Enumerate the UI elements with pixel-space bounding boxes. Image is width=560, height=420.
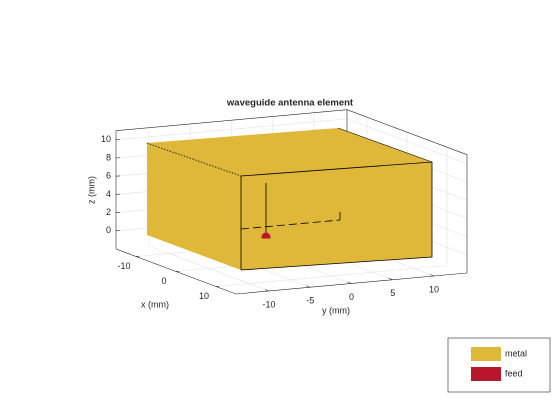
x-tick-label: -10: [117, 261, 130, 271]
z-tick-label: 2: [106, 207, 111, 217]
axes-front: 0 2 4 6 8 10 -10 0 10 -10 -5 0 5 10: [101, 134, 468, 309]
tick-mark: [306, 285, 311, 288]
z-axis-label: z (mm): [86, 176, 96, 204]
legend-label: feed: [505, 368, 523, 378]
x-tick-label: 0: [161, 276, 166, 286]
y-tick-label: 5: [390, 288, 395, 298]
tick-mark: [429, 274, 435, 277]
y-tick-label: 0: [349, 292, 354, 302]
y-axis-label: y (mm): [322, 305, 350, 315]
feed-marker: [261, 232, 271, 239]
tick-mark: [264, 289, 270, 292]
hidden-edge: [240, 219, 341, 230]
tick-mark: [347, 281, 352, 284]
z-tick-label: 4: [106, 189, 111, 199]
x-axis-label: x (mm): [141, 299, 169, 309]
z-tick-label: 6: [106, 171, 111, 181]
legend-swatch: [471, 347, 501, 361]
left-face: [147, 143, 241, 270]
axes-edge: [346, 109, 468, 155]
chart-title: waveguide antenna element: [226, 98, 354, 109]
top-face: [147, 128, 432, 176]
front-face: [241, 162, 432, 270]
z-tick-label: 0: [106, 225, 111, 235]
tick-mark: [388, 277, 393, 281]
z-tick-label: 8: [106, 152, 111, 162]
antenna-model: [146, 127, 433, 271]
legend-swatch: [471, 367, 501, 381]
y-tick-label: 10: [429, 284, 439, 294]
axes-edge: [115, 109, 348, 131]
x-tick-label: 10: [199, 291, 209, 301]
grid-line: [215, 265, 448, 287]
top-edge: [337, 127, 433, 163]
legend-label: metal: [505, 348, 527, 358]
legend-box: [447, 337, 551, 393]
z-tick-label: 10: [101, 134, 111, 144]
y-tick-label: -10: [262, 299, 275, 309]
y-tick-label: -5: [306, 296, 314, 306]
legend: metal feed: [447, 337, 551, 393]
